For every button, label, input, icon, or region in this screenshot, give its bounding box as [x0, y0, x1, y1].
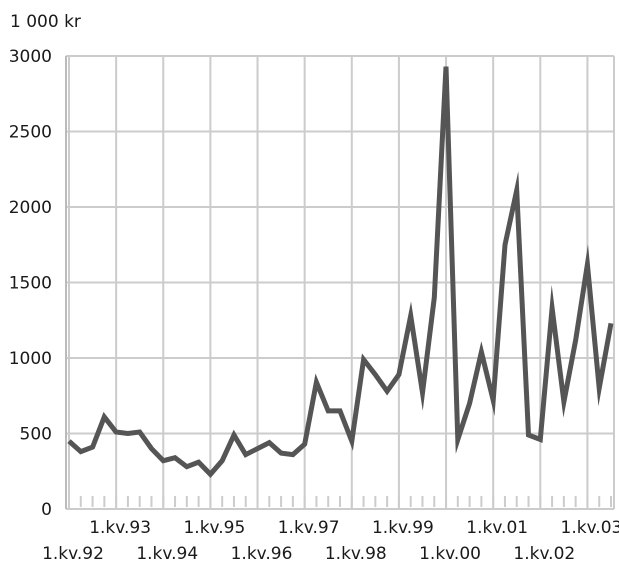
- data-point: [432, 295, 437, 300]
- data-point: [349, 439, 354, 444]
- series-group: [67, 64, 614, 478]
- data-point: [526, 433, 531, 438]
- data-point: [90, 445, 95, 450]
- data-point: [184, 464, 189, 469]
- data-point: [173, 455, 178, 460]
- data-point: [267, 440, 272, 445]
- data-point: [338, 408, 343, 413]
- data-point: [597, 386, 602, 391]
- x-tick-label: 1.kv.94: [136, 544, 198, 563]
- data-point: [114, 429, 119, 434]
- data-point: [514, 188, 519, 193]
- data-point: [243, 452, 248, 457]
- data-point: [255, 446, 260, 451]
- data-point: [455, 437, 460, 442]
- data-point: [396, 372, 401, 377]
- data-point: [302, 442, 307, 447]
- data-point: [279, 451, 284, 456]
- data-point: [408, 313, 413, 318]
- data-point: [161, 458, 166, 463]
- data-point: [538, 437, 543, 442]
- data-point: [467, 401, 472, 406]
- y-tick-label: 2500: [9, 123, 52, 143]
- x-tick-label: 1.kv.02: [513, 544, 575, 563]
- x-tick-label: 1.kv.93: [89, 518, 151, 538]
- data-point: [561, 399, 566, 404]
- y-tick-label: 500: [20, 425, 52, 445]
- data-point: [444, 64, 449, 69]
- x-tick-label: 1.kv.92: [42, 544, 104, 563]
- y-tick-label: 3000: [9, 47, 52, 67]
- x-tick-label: 1.kv.95: [183, 518, 245, 538]
- x-tick-label: 1.kv.01: [466, 518, 528, 538]
- data-point: [373, 372, 378, 377]
- data-point: [385, 389, 390, 394]
- data-point: [314, 380, 319, 385]
- unit-label: 1 000 kr: [10, 12, 81, 32]
- data-point: [125, 431, 130, 436]
- data-point: [585, 262, 590, 267]
- y-tick-label: 2000: [9, 198, 52, 218]
- y-tick-label: 1500: [9, 274, 52, 294]
- data-point: [420, 390, 425, 395]
- y-tick-label: 0: [41, 500, 52, 520]
- data-point: [196, 460, 201, 465]
- data-point: [290, 452, 295, 457]
- series-line: [67, 66, 614, 478]
- x-tick-label: 1.kv.97: [278, 518, 340, 538]
- data-point: [491, 398, 496, 403]
- x-axis: 1.kv.92 1.kv.93 1.kv.94 1.kv.95 1.kv.96 1.kv.…: [42, 496, 619, 563]
- x-tick-label: 1.kv.03: [561, 518, 619, 538]
- data-point: [102, 414, 107, 419]
- data-point: [231, 433, 236, 438]
- data-point: [361, 357, 366, 362]
- data-point: [67, 439, 72, 444]
- data-point: [149, 446, 154, 451]
- data-point: [208, 472, 213, 477]
- y-axis: 0 500 1000 1500 2000 2500 3000: [9, 47, 52, 520]
- x-tick-label: 1.kv.96: [231, 544, 293, 563]
- x-tick-label: 1.kv.98: [325, 544, 387, 563]
- x-tick-label: 1.kv.00: [419, 544, 481, 563]
- x-tick-label: 1.kv.99: [372, 518, 434, 538]
- data-point: [502, 242, 507, 247]
- data-point: [479, 349, 484, 354]
- data-point: [573, 337, 578, 342]
- data-point: [78, 449, 83, 454]
- data-point: [326, 408, 331, 413]
- y-tick-label: 1000: [9, 349, 52, 369]
- data-point: [609, 321, 614, 326]
- data-point: [550, 306, 555, 311]
- data-point: [137, 429, 142, 434]
- data-point: [220, 458, 225, 463]
